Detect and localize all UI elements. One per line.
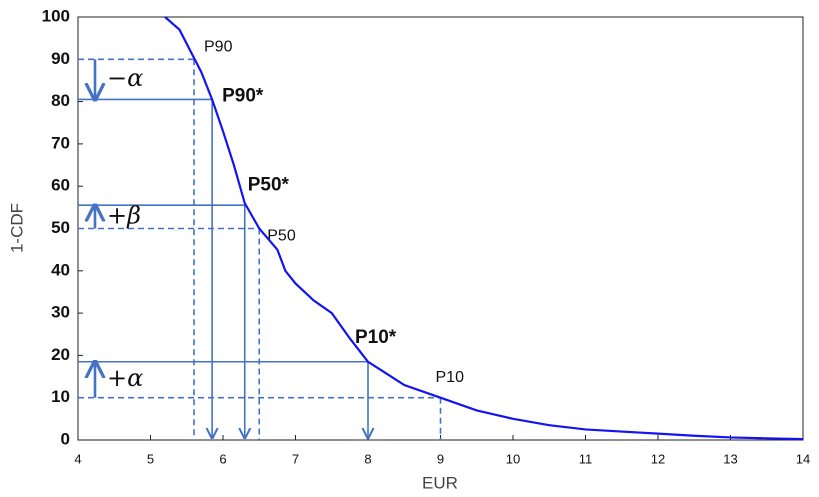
x-tick-label: 4: [74, 451, 81, 466]
marker-label: P10*: [355, 327, 397, 348]
y-tick-label: 10: [51, 387, 70, 406]
y-tick-label: 30: [51, 303, 70, 322]
x-tick-label: 12: [651, 451, 665, 466]
shift-label: +α: [107, 364, 143, 392]
shift-label: +β: [107, 201, 141, 229]
x-tick-label: 13: [723, 451, 737, 466]
x-tick-label: 8: [364, 451, 371, 466]
x-axis-label: EUR: [422, 473, 458, 492]
marker-label: P50*: [248, 174, 290, 195]
marker-label: P50: [267, 228, 296, 245]
y-axis-label: 1-CDF: [7, 203, 26, 253]
y-tick-label: 100: [42, 6, 70, 25]
y-tick-label: 70: [51, 133, 70, 152]
x-tick-label: 14: [796, 451, 810, 466]
marker-label: P90: [204, 39, 233, 56]
x-tick-label: 6: [219, 451, 226, 466]
x-tick-label: 10: [506, 451, 520, 466]
marker-label: P90*: [222, 86, 264, 107]
x-tick-label: 5: [147, 451, 154, 466]
x-tick-label: 7: [292, 451, 299, 466]
marker-label: P10: [436, 369, 465, 386]
y-tick-label: 0: [61, 429, 70, 448]
x-tick-label: 11: [579, 451, 593, 466]
x-tick-label: 9: [437, 451, 444, 466]
y-tick-label: 90: [51, 49, 70, 68]
shift-label: −α: [107, 64, 143, 92]
y-tick-label: 60: [51, 176, 70, 195]
cdf-line: [164, 16, 804, 441]
y-tick-label: 80: [51, 91, 70, 110]
y-tick-label: 40: [51, 260, 70, 279]
y-tick-label: 50: [51, 218, 70, 237]
y-tick-label: 20: [51, 345, 70, 364]
